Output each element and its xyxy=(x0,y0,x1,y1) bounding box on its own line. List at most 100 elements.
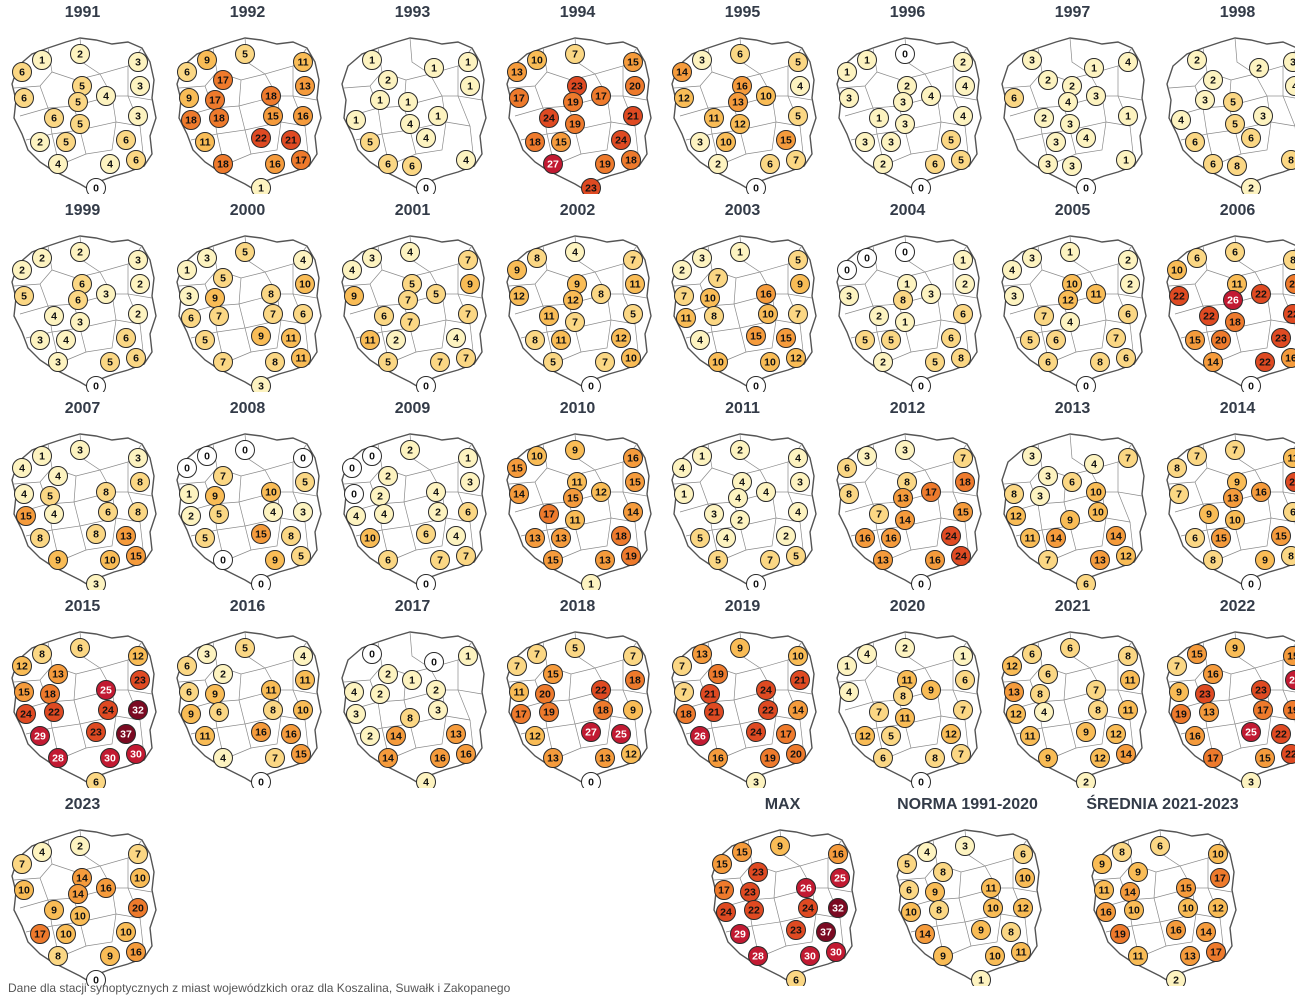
country-outline xyxy=(341,37,487,191)
station-bubble: 12 xyxy=(1208,898,1228,918)
station-circle xyxy=(623,502,643,522)
station-bubble: 4 xyxy=(1034,702,1054,722)
station-value: 5 xyxy=(1232,119,1238,131)
station-circle xyxy=(1167,458,1187,478)
region-border xyxy=(85,517,117,551)
station-value: 4 xyxy=(572,247,578,259)
station-value: 5 xyxy=(75,97,81,109)
panel-title: 2015 xyxy=(64,598,101,615)
panel-title: 2007 xyxy=(64,400,101,417)
map-panel: 20066681011202226222218221520231422160 xyxy=(1155,198,1295,392)
station-bubble: 7 xyxy=(674,286,694,306)
map-panel: 2016 3 5 4 6 2 11 6 9 11 9 6 8 10 11 16 16 4 7 15 0 xyxy=(165,594,330,788)
station-bubble: 0 xyxy=(293,448,313,468)
station-value: 11 xyxy=(1287,453,1295,465)
station-circle xyxy=(179,286,199,306)
station-circle xyxy=(209,702,229,722)
station-bubble: 15 xyxy=(732,842,752,862)
station-bubble: 7 xyxy=(788,304,808,324)
region-border xyxy=(886,327,912,363)
station-bubble: 8 xyxy=(128,502,148,522)
station-value: 11 xyxy=(297,57,308,69)
station-bubble: 10 xyxy=(1086,482,1106,502)
station-value: 23 xyxy=(1255,685,1267,697)
station-value: 6 xyxy=(385,159,391,171)
region-border xyxy=(745,319,777,353)
station-bubble: 6 xyxy=(416,524,436,544)
station-value: 6 xyxy=(186,687,192,699)
station-circle xyxy=(378,466,398,486)
station-value: 2 xyxy=(385,75,391,87)
station-circle xyxy=(48,946,68,966)
station-circle xyxy=(293,304,313,324)
station-bubble: 10 xyxy=(14,880,34,900)
station-value: 22 xyxy=(1203,311,1215,323)
station-value: 9 xyxy=(737,643,743,655)
station-circle xyxy=(855,726,875,746)
station-bubble: 8 xyxy=(1001,922,1021,942)
station-circle xyxy=(1223,290,1243,310)
station-value: 4 xyxy=(797,81,803,93)
station-value: 5 xyxy=(79,81,85,93)
station-bubble: 13 xyxy=(595,550,615,570)
region-border xyxy=(580,517,612,551)
station-bubble: 3 xyxy=(460,472,480,492)
station-bubble: 3 xyxy=(128,250,148,270)
station-circle xyxy=(1166,970,1186,986)
region-border xyxy=(85,715,117,749)
station-bubble: 3 xyxy=(293,502,313,522)
station-circle xyxy=(788,700,808,720)
station-value: 3 xyxy=(103,289,109,301)
station-value: 28 xyxy=(752,951,764,963)
station-circle xyxy=(281,328,301,348)
station-value: 1 xyxy=(681,489,687,501)
station-circle xyxy=(1187,248,1207,268)
station-value: 16 xyxy=(859,533,871,545)
station-value: 12 xyxy=(945,729,957,741)
station-value: 1 xyxy=(465,57,471,69)
station-circle xyxy=(14,880,34,900)
station-value: 9 xyxy=(1067,515,1073,527)
station-bubble: 11 xyxy=(291,348,311,368)
station-value: 0 xyxy=(753,579,759,591)
station-value: 5 xyxy=(958,155,964,167)
station-bubble: 15 xyxy=(776,328,796,348)
station-circle xyxy=(672,260,692,280)
station-bubble: 3 xyxy=(130,76,150,96)
station-value: 6 xyxy=(300,309,306,321)
station-value: 3 xyxy=(1260,111,1266,123)
station-bubble: 30 xyxy=(100,748,120,768)
station-value: 14 xyxy=(72,889,84,901)
station-bubble: 3 xyxy=(30,330,50,350)
station-circle xyxy=(416,376,436,392)
station-value: 7 xyxy=(572,317,578,329)
station-value: 4 xyxy=(63,335,69,347)
panel-title: 2001 xyxy=(394,202,431,219)
station-value: 14 xyxy=(390,731,402,743)
station-value: 17 xyxy=(543,509,555,521)
station-bubble: 11 xyxy=(293,52,313,72)
region-border xyxy=(1141,921,1167,957)
station-bubble: 9 xyxy=(925,882,945,902)
region-border xyxy=(391,723,417,759)
station-bubble: 4 xyxy=(1002,260,1022,280)
station-value: 11 xyxy=(708,113,719,125)
station-circle xyxy=(1187,50,1207,70)
station-circle xyxy=(1225,510,1245,530)
station-circle xyxy=(378,550,398,570)
region-border xyxy=(556,327,582,363)
station-bubble: 30 xyxy=(826,942,846,962)
station-bubble: 11 xyxy=(676,308,696,328)
station-circle xyxy=(416,128,436,148)
region-border xyxy=(85,121,117,155)
station-circle xyxy=(676,308,696,328)
station-bubble: 6 xyxy=(1004,88,1024,108)
station-value: 6 xyxy=(948,333,954,345)
station-bubble: 2 xyxy=(873,352,893,372)
station-circle xyxy=(362,446,382,466)
station-value: 4 xyxy=(463,155,469,167)
station-circle xyxy=(837,260,857,280)
station-bubble: 10 xyxy=(1124,900,1144,920)
station-value: 6 xyxy=(880,753,886,765)
